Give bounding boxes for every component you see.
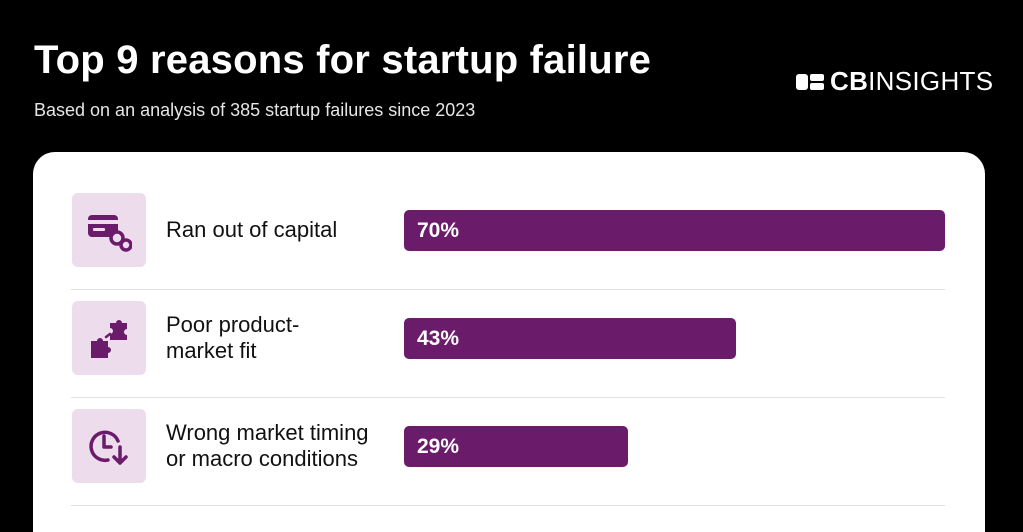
bar-category-label: Ran out of capital [166,217,338,242]
label-line-1: Poor product-market fit [166,312,300,363]
clock-down-icon [89,430,128,465]
cb-insights-logo-mark-icon [796,73,824,90]
bar: 43% [404,318,736,359]
icon-tile [72,301,146,375]
bar-value-label: 29% [417,434,460,458]
bar-row: Wrong market timing or macro conditions 2… [33,398,985,506]
cb-insights-logo: CBINSIGHTS [796,66,993,97]
wordmark-bold: CB [830,66,869,96]
label-lines: Wrong market timing or macro conditions [166,420,369,471]
chart-card: Ran out of capital 70% Poor product-mark… [33,152,985,532]
cb-insights-wordmark: CBINSIGHTS [830,66,993,97]
bar-value-label: 43% [417,326,460,350]
bar-row: Ran out of capital 70% [33,182,985,290]
page-title: Top 9 reasons for startup failure [34,38,652,82]
bar-category-label: Wrong market timing or macro conditions [166,410,396,482]
bar: 70% [404,210,945,251]
bar-row: Poor product-market fit 43% [33,290,985,398]
row-divider [71,397,945,398]
wordmark-regular: INSIGHTS [868,66,994,96]
row-divider [71,289,945,290]
page-subtitle: Based on an analysis of 385 startup fail… [34,100,476,120]
bar-value-label: 70% [417,218,460,242]
wallet-coins-icon [88,215,132,252]
row-divider [71,505,945,506]
puzzle-pieces-icon [91,320,127,358]
bar: 29% [404,426,628,467]
bar-category-label: Poor product-market fit [166,302,396,374]
icon-tile [72,409,146,483]
icon-tile [72,193,146,267]
